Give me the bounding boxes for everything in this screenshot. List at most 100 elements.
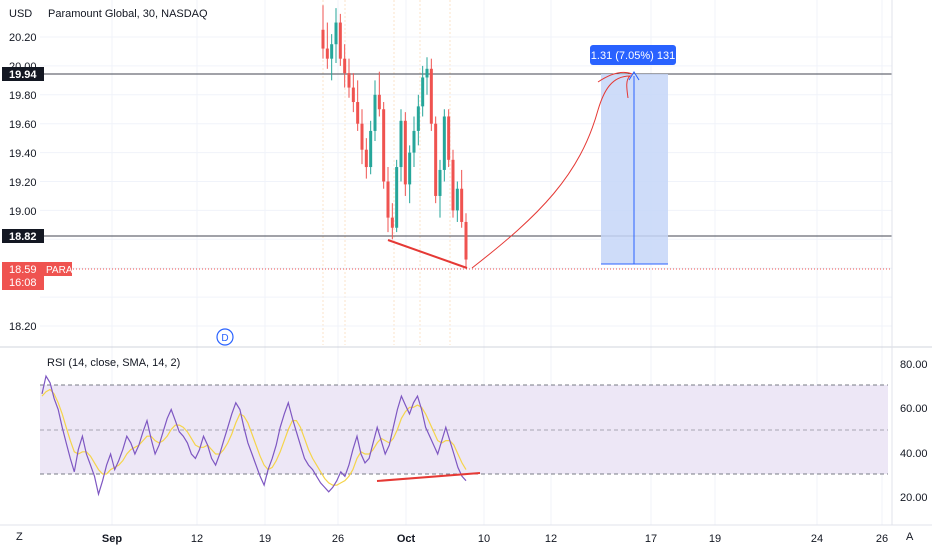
candle-body [395,167,399,228]
candle [334,8,338,64]
candle-body [373,94,377,131]
time-label: 19 [259,533,271,545]
divergence-trendline-price[interactable] [387,239,468,269]
candle [321,5,325,59]
candle [386,167,390,233]
candlestick-series [321,5,468,269]
candle [338,13,342,66]
time-label: 26 [332,533,344,545]
dividend-marker-label: D [221,333,228,344]
candle [330,34,334,81]
rsi-tick-80: 80.00 [900,359,928,371]
candle-body [408,152,412,185]
candle-body [369,130,373,168]
time-label: 17 [645,533,657,545]
candle [356,80,360,131]
lower-line-tag-bg [2,229,44,243]
candle [360,109,364,165]
price-tick-1980: 19.80 [9,90,37,102]
divergence-trendline-rsi[interactable] [376,472,481,482]
price-range-label-bg [590,45,676,65]
projection-curve-tail [597,71,633,83]
rsi-tick-40: 40.00 [900,448,928,460]
candle [451,149,455,218]
candle-body [364,149,368,168]
candle [464,213,468,269]
upper-line-tag: 19.94 [9,69,37,81]
candle [455,181,459,222]
candle [399,109,403,182]
candle-body [434,123,438,196]
candle [373,80,377,142]
candle [325,22,329,69]
candle-body [421,77,425,107]
time-label: 19 [709,533,721,545]
last-price-tag: 18.59 [9,264,37,276]
candle [421,65,425,117]
price-tick-1940: 19.40 [9,148,37,160]
candle-body [338,22,342,59]
price-range-label: 1.31 (7.05%) 131 [591,50,675,62]
candle-body [343,58,347,74]
candle-body [377,94,381,110]
price-tick-2020: 20.20 [9,32,37,44]
candle [434,116,438,204]
candle-body [399,120,403,168]
candle [447,109,451,168]
price-range-arrowhead [628,71,640,81]
price-tick-1920: 19.20 [9,177,37,189]
candle [408,145,412,204]
candle-body [351,87,355,103]
candle-body [460,188,464,222]
time-label: 26 [876,533,888,545]
candle [347,58,351,98]
candle [390,203,394,240]
candle-body [330,44,334,59]
rsi-line [41,374,467,497]
time-label: Sep [102,533,122,545]
last-price-tag-bg [2,262,44,290]
candle-body [403,120,407,185]
candle-body [325,48,329,59]
candle-body [416,106,420,131]
candle [377,71,381,117]
time-label: 24 [811,533,823,545]
rsi-title[interactable]: RSI (14, close, SMA, 14, 2) [47,357,180,369]
candle-body [455,188,459,211]
rsi-tick-20: 20.00 [900,492,928,504]
candle [369,120,373,175]
price-tick-1820: 18.20 [9,321,37,333]
time-label: 12 [545,533,557,545]
candle [364,138,368,179]
symbol-tag: PARA [46,265,73,276]
candle-body [386,181,390,218]
currency-label: USD [9,8,32,20]
candle-body [347,73,351,88]
candle-body [464,221,468,260]
lower-line-tag: 18.82 [9,231,37,243]
auto-scale-toggle[interactable]: A [906,531,914,543]
projection-curve[interactable] [471,75,632,269]
candle-body [356,102,360,124]
rsi-ma-line [41,388,467,486]
rsi-tick-60: 60.00 [900,403,928,415]
price-tick-1900: 19.00 [9,206,37,218]
candle [438,159,442,218]
candle [395,159,399,233]
time-label: 12 [191,533,203,545]
candle-body [425,68,429,78]
bar-countdown: 16:08 [9,277,37,289]
time-label: 10 [478,533,490,545]
symbol-tag-bg [44,262,72,276]
dividend-marker[interactable] [216,328,234,346]
log-scale-toggle[interactable]: Z [16,531,23,543]
candle-body [360,123,364,150]
candle-body [390,217,394,228]
chart-title[interactable]: Paramount Global, 30, NASDAQ [48,8,208,20]
candle-body [451,159,455,211]
candle-body [321,29,325,49]
candle-body [447,116,451,160]
upper-line-tag-bg [2,67,44,81]
